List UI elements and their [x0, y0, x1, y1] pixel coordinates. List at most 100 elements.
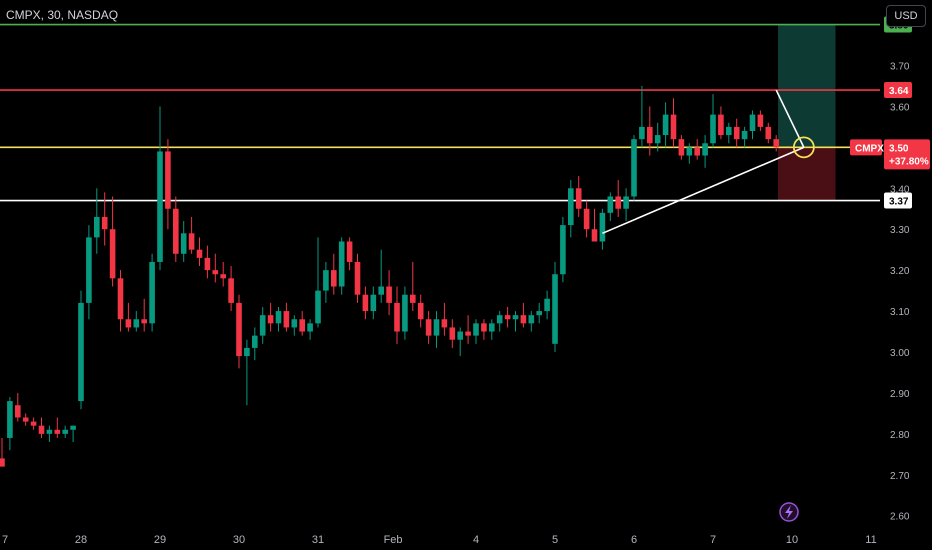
candle-body: [639, 126, 645, 140]
candle-body: [623, 196, 629, 209]
candle-body: [528, 315, 535, 324]
candle-body: [410, 294, 416, 303]
candle-body: [15, 405, 21, 418]
candle-body: [654, 135, 661, 144]
candle-body: [117, 278, 124, 320]
candle-body: [607, 196, 614, 213]
y-tick-label: 3.40: [890, 184, 910, 195]
candle-body: [520, 315, 527, 324]
candle-body: [62, 429, 68, 434]
candle-body: [504, 315, 511, 320]
candle-body: [662, 114, 669, 136]
candle-body: [773, 139, 779, 148]
candle-body: [7, 401, 13, 438]
candle-body: [647, 126, 653, 144]
candle-body: [402, 294, 408, 332]
candle-body: [157, 151, 163, 262]
candle-body: [575, 188, 582, 209]
current-price-text: 3.50: [889, 143, 909, 154]
candle-body: [615, 196, 621, 209]
candle-body: [425, 319, 432, 336]
y-tick-label: 2.70: [890, 471, 910, 482]
candle-body: [204, 257, 211, 271]
price-change-text: +37.80%: [889, 156, 929, 167]
candle-body: [362, 294, 369, 312]
x-tick-label: 4: [473, 534, 479, 546]
candle-body: [133, 319, 140, 328]
candle-body: [512, 315, 519, 320]
candle-body: [259, 315, 266, 336]
candle-body: [38, 425, 45, 434]
x-tick-label: 10: [786, 534, 798, 546]
y-tick-label: 2.90: [890, 389, 910, 400]
candle-body: [599, 212, 606, 242]
candle-body: [733, 126, 740, 140]
candle-body: [449, 327, 456, 340]
current-price-tag: [884, 139, 930, 170]
symbol-title: CMPX, 30, NASDAQ: [6, 8, 119, 22]
candle-body: [0, 458, 5, 467]
candle-body: [441, 319, 448, 328]
candle-body: [670, 114, 677, 140]
candle-body: [173, 208, 179, 254]
candle-body: [46, 429, 53, 434]
candle-body: [141, 319, 147, 324]
candle-body: [378, 286, 384, 295]
symbol-tag: [850, 139, 882, 156]
candle-body: [536, 311, 542, 316]
x-tick-label: 31: [312, 534, 324, 546]
candle-body: [78, 302, 84, 402]
candle-body: [283, 311, 290, 328]
candle-body: [568, 188, 574, 226]
breakout-marker-circle: [792, 136, 815, 159]
candle-body: [54, 429, 61, 434]
x-tick-label: 29: [154, 534, 166, 546]
candle-body: [267, 315, 274, 324]
lightning-bolt-icon[interactable]: [779, 502, 799, 522]
candle-body: [433, 319, 440, 336]
candle-body: [149, 261, 155, 324]
level-price-tag-text: 3.64: [889, 86, 909, 97]
candle-body: [212, 270, 219, 275]
candle-body: [252, 335, 258, 348]
candle-body: [307, 323, 313, 332]
candle-body: [315, 290, 321, 324]
x-tick-label: 6: [631, 534, 637, 546]
candle-body: [473, 323, 479, 336]
candle-body: [86, 237, 92, 303]
candle-body: [583, 208, 590, 230]
x-tick-label: Feb: [384, 534, 403, 546]
candle-body: [678, 139, 685, 156]
y-tick-label: 3.10: [890, 307, 910, 318]
candle-body: [710, 114, 716, 144]
candle-body: [291, 319, 298, 328]
y-tick-label: 3.00: [890, 348, 910, 359]
candle-body: [125, 319, 132, 328]
candle-body: [465, 331, 471, 336]
candle-body: [591, 229, 598, 242]
candle-body: [686, 147, 693, 156]
candle-body: [765, 126, 772, 140]
candle-body: [631, 139, 637, 197]
level-price-tag: [884, 192, 912, 209]
candle-body: [228, 278, 234, 303]
x-tick-label: 11: [865, 534, 876, 546]
x-tick-label: 7: [710, 534, 716, 546]
profit-zone: [778, 24, 836, 148]
candle-body: [489, 323, 495, 332]
candle-body: [346, 241, 353, 262]
candle-body: [552, 274, 558, 344]
candle-body: [394, 302, 400, 332]
candle-body: [323, 270, 329, 291]
candle-body: [101, 216, 108, 230]
candle-body: [338, 241, 345, 287]
x-tick-label: 30: [233, 534, 245, 546]
candle-body: [702, 143, 708, 156]
candle-body: [165, 151, 171, 209]
candle-body: [22, 417, 29, 422]
currency-button[interactable]: USD: [886, 5, 926, 27]
candle-body: [544, 298, 550, 312]
candle-body: [417, 302, 424, 320]
candle-body: [354, 261, 361, 295]
